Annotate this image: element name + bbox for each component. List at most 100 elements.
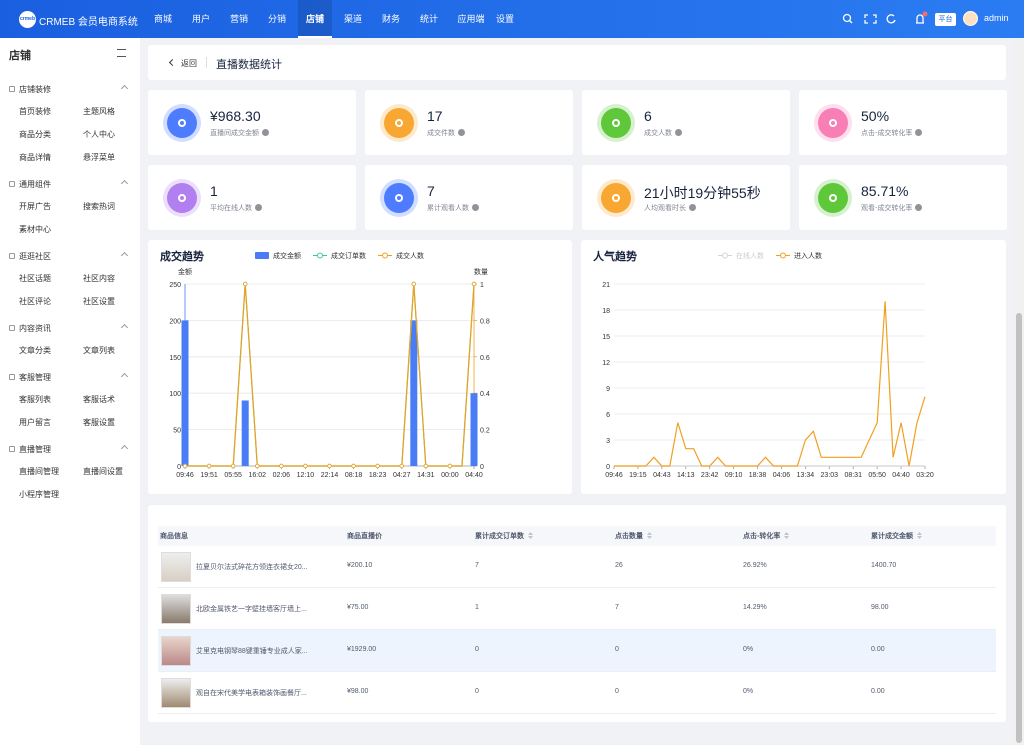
- x-tick-label: 23:42: [701, 472, 719, 479]
- menu-item[interactable]: 直播间设置: [83, 467, 123, 476]
- sort-icon: [647, 532, 652, 539]
- menu-item[interactable]: 社区设置: [83, 297, 115, 306]
- table-cell: 26.92%: [743, 562, 767, 569]
- column-header[interactable]: 点击数量: [615, 531, 652, 541]
- table-cell: 0: [615, 646, 619, 653]
- table-cell: 0: [475, 688, 479, 695]
- chart: 人气趋势 0 3 6 9 12 15 18 21 09:46 19:15 04:43 14:13 23:4…: [593, 249, 934, 479]
- stat-label: 点击-成交转化率: [861, 128, 923, 138]
- scrollbar: [1014, 38, 1024, 745]
- menu-item[interactable]: 首页装修: [19, 107, 51, 116]
- y-axis-name: 金额: [178, 267, 192, 276]
- nav-item[interactable]: 设置: [495, 14, 514, 24]
- x-tick-label: 08:18: [345, 472, 363, 479]
- stat-value: ¥968.30: [210, 108, 261, 124]
- menu-item[interactable]: 社区话题: [19, 274, 51, 283]
- help-icon: [915, 129, 923, 136]
- menu-item[interactable]: 商品分类: [19, 130, 51, 139]
- menu-item[interactable]: 搜索热词: [83, 202, 115, 211]
- group-title[interactable]: 直播管理: [19, 445, 51, 454]
- menu-item[interactable]: 客服列表: [19, 395, 51, 404]
- nav-item[interactable]: 营销: [229, 14, 248, 24]
- table-cell: 北欧金属铁艺一字壁挂墙客厅墙上...: [196, 606, 307, 613]
- x-tick-label: 09:46: [176, 472, 194, 479]
- stat-card: 7 累计观看人数: [365, 165, 573, 230]
- table-cell: 0.00: [871, 646, 885, 653]
- y-tick-label: 200: [169, 318, 181, 325]
- x-tick-label: 05:50: [868, 472, 886, 479]
- chart-card: 人气趋势 0 3 6 9 12 15 18 21 09:46 19:15 04:43 14:13 23:4…: [581, 240, 1006, 494]
- menu-item[interactable]: 主题风格: [83, 107, 115, 116]
- stat-label: 成交件数: [427, 128, 465, 138]
- nav-item[interactable]: 用户: [191, 14, 210, 24]
- group-title[interactable]: 店铺装修: [19, 85, 51, 94]
- table-cell: 拉夏贝尔法式碎花方领连衣裙女20...: [196, 564, 308, 571]
- menu-item[interactable]: 客服话术: [83, 395, 115, 404]
- menu-item[interactable]: 文章分类: [19, 346, 51, 355]
- menu-item[interactable]: 小程序管理: [19, 490, 59, 499]
- column-header[interactable]: 累计成交金额: [871, 531, 922, 541]
- y2-tick-label: 0: [480, 464, 484, 471]
- menu-item[interactable]: 悬浮菜单: [83, 153, 115, 162]
- y2-tick-label: 0.8: [480, 318, 490, 325]
- badge[interactable]: 平台: [935, 13, 956, 26]
- chart-title: 人气趋势: [593, 249, 637, 263]
- nav-item[interactable]: 财务: [381, 14, 400, 24]
- x-tick-label: 19:15: [629, 472, 647, 479]
- table-cell: 0%: [743, 688, 754, 695]
- nav-item[interactable]: 商城: [153, 14, 172, 24]
- menu-item[interactable]: 个人中心: [83, 130, 115, 139]
- table-cell: ¥1929.00: [347, 646, 377, 653]
- y-tick-label: 21: [602, 282, 610, 289]
- group-title[interactable]: 内容资讯: [19, 324, 51, 333]
- x-tick-label: 04:06: [773, 472, 791, 479]
- column-header[interactable]: 点击-转化率: [743, 531, 790, 541]
- stat-label: 直播间成交金额: [210, 128, 269, 138]
- group-title[interactable]: 逛逛社区: [19, 252, 51, 261]
- bar: [470, 393, 478, 466]
- divider: [206, 57, 207, 68]
- stat-icon-dot: [395, 194, 403, 202]
- column-header[interactable]: 累计成交订单数: [475, 531, 533, 541]
- nav-item[interactable]: 分销: [267, 14, 286, 24]
- line: [185, 283, 475, 467]
- nav-item[interactable]: 统计: [419, 14, 438, 24]
- menu-item[interactable]: 客服设置: [83, 418, 115, 427]
- stat-label: 观看-成交转化率: [861, 203, 923, 213]
- stat-icon-dot: [612, 194, 620, 202]
- icons: [842, 11, 928, 24]
- stat-icon-dot: [612, 119, 620, 127]
- menu-item[interactable]: 商品详情: [19, 153, 51, 162]
- page-title: 直播数据统计: [216, 59, 282, 71]
- table-cell: 7: [475, 562, 479, 569]
- bar: [410, 320, 418, 466]
- nav-item[interactable]: 渠道: [343, 14, 362, 24]
- point: [327, 463, 332, 469]
- group-title[interactable]: 通用组件: [19, 180, 51, 189]
- product-thumb: [161, 678, 191, 708]
- nav-item[interactable]: 店铺: [298, 0, 332, 38]
- point: [255, 463, 260, 469]
- chart-title: 成交趋势: [160, 249, 204, 263]
- stat-label: 成交人数: [644, 128, 682, 138]
- table-cell: 0.00: [871, 688, 885, 695]
- scroll-thumb: [1016, 313, 1022, 743]
- menu-item[interactable]: 开屏广告: [19, 202, 51, 211]
- nav-item[interactable]: 应用端: [457, 14, 485, 24]
- menu-item[interactable]: 文章列表: [83, 346, 115, 355]
- menu-item[interactable]: 直播间管理: [19, 467, 59, 476]
- group-title[interactable]: 客服管理: [19, 373, 51, 382]
- sort-glyph: [528, 532, 533, 539]
- group-icon: [9, 86, 15, 92]
- y-tick-label: 250: [169, 282, 181, 289]
- menu-item[interactable]: 用户留言: [19, 418, 51, 427]
- help-icon: [262, 129, 269, 136]
- menu-item[interactable]: 社区评论: [19, 297, 51, 306]
- help-icon: [675, 129, 682, 136]
- menu-item[interactable]: 素材中心: [19, 225, 51, 234]
- stat-card: 17 成交件数: [365, 90, 573, 155]
- menu-item[interactable]: 社区内容: [83, 274, 115, 283]
- back-link[interactable]: 返回: [181, 59, 197, 68]
- x-tick-label: 03:20: [916, 472, 934, 479]
- user-name[interactable]: admin: [984, 13, 1009, 23]
